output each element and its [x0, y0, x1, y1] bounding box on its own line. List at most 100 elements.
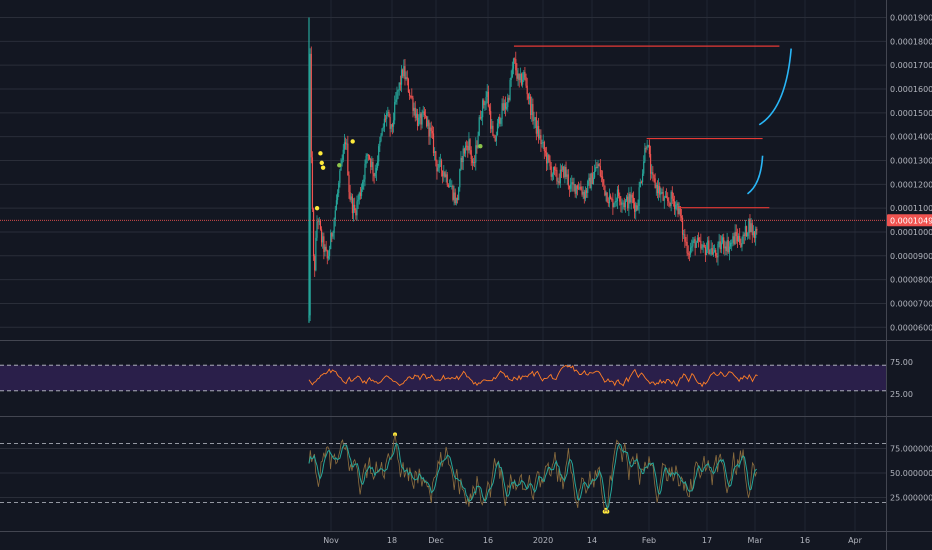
candle-body [719, 241, 721, 250]
candle-body [616, 189, 619, 202]
candle-body [643, 161, 645, 174]
candle-body [316, 221, 318, 238]
candle-body [310, 53, 312, 158]
time-axis-label: Mar [747, 536, 763, 545]
candle-body [437, 167, 439, 172]
candle-body [684, 234, 686, 242]
candle-body [624, 200, 627, 208]
time-axis-label: 2020 [533, 536, 553, 545]
candle-body [494, 138, 496, 142]
candle-body [381, 128, 383, 136]
candle-body [720, 242, 723, 250]
candle-body [399, 82, 401, 85]
candle-body [744, 226, 746, 236]
candle-body [524, 71, 526, 78]
candle-body [647, 144, 649, 148]
candle-body [578, 188, 580, 190]
candle-body [727, 240, 729, 253]
candle-body [428, 120, 430, 137]
time-axis-label: Feb [642, 536, 656, 545]
candle-body [748, 219, 750, 234]
time-axis-label: Apr [848, 536, 863, 545]
candle-body [347, 143, 349, 176]
candle-body [394, 102, 396, 121]
candle-body [432, 133, 435, 154]
time-axis-label: 14 [587, 536, 597, 545]
candle-body [364, 163, 366, 180]
candle-body [622, 202, 624, 204]
candle-body [405, 77, 407, 80]
candle-body [395, 99, 397, 103]
rsi-line [308, 364, 758, 388]
candle-body [324, 246, 326, 252]
candle-body [423, 111, 425, 116]
candle-body [735, 231, 737, 237]
candle-body [659, 186, 661, 195]
candle-body [662, 191, 664, 201]
candle-body [346, 143, 348, 145]
candle-body [483, 100, 485, 105]
candle-body [694, 239, 696, 248]
candle-body [532, 104, 534, 121]
candle-body [363, 179, 365, 182]
candle-body [509, 79, 511, 100]
candle-body [396, 91, 398, 100]
candle-body [651, 172, 653, 174]
candle-body [448, 186, 451, 188]
candle-body [389, 117, 391, 129]
candle-body [636, 205, 638, 210]
candle-body [440, 160, 443, 171]
candle-body [358, 192, 360, 200]
candle-body [522, 79, 524, 85]
candle-body [410, 95, 412, 97]
candle-body [739, 236, 741, 244]
candle-body [619, 196, 621, 202]
candle-body [450, 186, 452, 187]
candle-body [572, 182, 574, 185]
candle-body [617, 189, 620, 197]
candle-body [677, 203, 679, 215]
candle-body [743, 234, 745, 236]
candle-body [663, 197, 665, 201]
candle-body [732, 236, 734, 243]
candle-body [664, 196, 667, 198]
candle-body [520, 73, 523, 85]
candle-body [709, 249, 711, 254]
candle-body [379, 141, 381, 147]
candle-body [351, 196, 354, 214]
candle-body [452, 185, 454, 200]
candle-body [341, 159, 343, 164]
candle-body [355, 210, 357, 216]
candle-body [376, 161, 379, 168]
candle-body [330, 233, 332, 250]
candle-body [718, 241, 720, 244]
candle-body [431, 130, 433, 134]
candle-body [598, 164, 600, 167]
candle-body [631, 194, 633, 198]
candle-body [574, 184, 576, 194]
candle-body [322, 236, 324, 243]
candle-body [527, 94, 529, 99]
candle-body [696, 237, 699, 243]
candle-body [637, 205, 639, 210]
candle-body [462, 148, 464, 163]
candle-body [383, 118, 385, 128]
candle-body [496, 123, 499, 136]
candle-body [756, 228, 758, 231]
candle-body [475, 145, 477, 163]
candle-body [435, 151, 437, 161]
candle-body [559, 169, 561, 184]
candle-body [500, 118, 502, 124]
candle-body [375, 167, 378, 173]
candle-body [328, 249, 331, 257]
candle-body [495, 135, 497, 142]
candle-body [444, 172, 446, 177]
candle-body [607, 202, 609, 204]
candle-body [380, 135, 382, 142]
candle-body [538, 125, 540, 139]
candle-body [535, 117, 537, 134]
